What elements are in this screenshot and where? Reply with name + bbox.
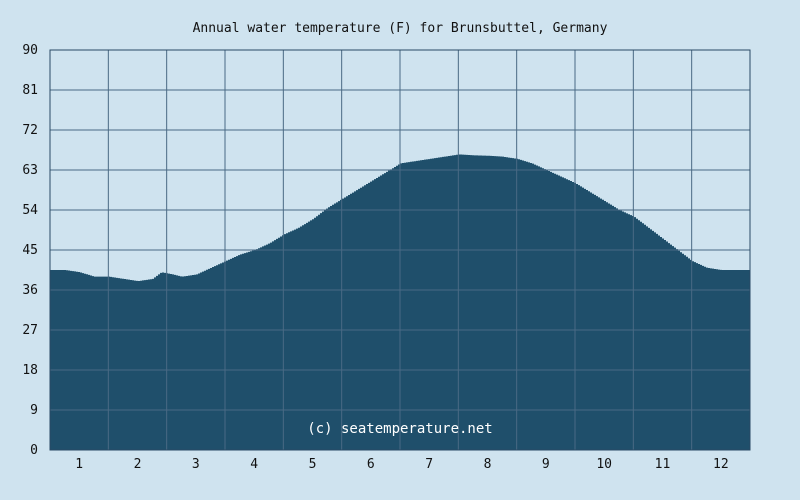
x-tick-label: 11 <box>655 457 671 472</box>
y-axis-ticks: 0 9 18 27 36 45 54 63 72 81 90 <box>22 43 38 458</box>
x-axis-ticks: 1 2 3 4 5 6 7 8 9 10 11 12 <box>75 457 728 472</box>
y-tick-label: 45 <box>22 243 38 258</box>
x-tick-label: 8 <box>484 457 492 472</box>
y-tick-label: 72 <box>22 123 38 138</box>
x-tick-label: 9 <box>542 457 550 472</box>
y-tick-label: 36 <box>22 283 38 298</box>
plot-border <box>49 49 751 451</box>
x-tick-label: 3 <box>192 457 200 472</box>
y-tick-label: 81 <box>22 83 38 98</box>
x-tick-label: 2 <box>134 457 142 472</box>
watermark: (c) seatemperature.net <box>307 421 492 437</box>
y-tick-label: 27 <box>22 323 38 338</box>
chart-title: Annual water temperature (F) for Brunsbu… <box>193 21 608 36</box>
y-tick-label: 90 <box>22 43 38 58</box>
x-tick-label: 5 <box>309 457 317 472</box>
x-tick-label: 6 <box>367 457 375 472</box>
y-tick-label: 54 <box>22 203 38 218</box>
y-tick-label: 18 <box>22 363 38 378</box>
x-tick-label: 7 <box>425 457 433 472</box>
x-tick-label: 4 <box>250 457 258 472</box>
x-tick-label: 12 <box>713 457 729 472</box>
x-tick-label: 10 <box>596 457 612 472</box>
y-tick-label: 63 <box>22 163 38 178</box>
x-tick-label: 1 <box>75 457 83 472</box>
y-tick-label: 9 <box>30 403 38 418</box>
y-tick-label: 0 <box>30 443 38 458</box>
